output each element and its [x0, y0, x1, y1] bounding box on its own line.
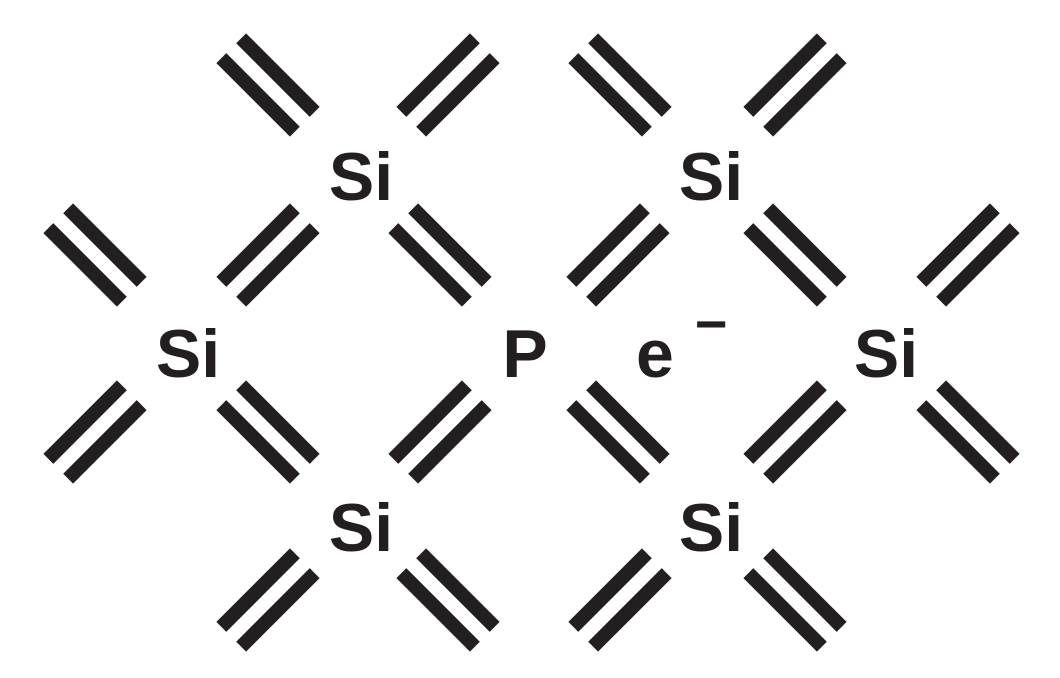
bond-stroke: [763, 53, 847, 137]
bond-stroke: [763, 548, 847, 632]
bond-stroke: [416, 548, 500, 632]
atom-si-mid-right: Si: [854, 316, 918, 392]
free-electron-label: e −: [636, 292, 727, 392]
atom-si-top-left: Si: [329, 139, 393, 215]
atom-si-bottom-left: Si: [329, 490, 393, 566]
atom-si-mid-left: Si: [156, 316, 220, 392]
bond-stroke: [236, 380, 320, 464]
bond-stroke: [416, 53, 500, 137]
bond-stroke: [236, 223, 320, 307]
bond-stroke: [408, 400, 492, 484]
bond-stroke: [586, 223, 670, 307]
bond-stroke: [916, 203, 1000, 287]
bond-stroke: [396, 33, 480, 117]
bond-stroke: [743, 33, 827, 117]
bond-stroke: [936, 380, 1020, 464]
bond-stroke: [63, 203, 147, 287]
bond-stroke: [743, 223, 827, 307]
bond-stroke: [216, 548, 300, 632]
bond-stroke: [566, 203, 650, 287]
bond-stroke: [408, 203, 492, 287]
bond-stroke: [763, 203, 847, 287]
bond-stroke: [43, 223, 127, 307]
bond-stroke: [568, 53, 652, 137]
bond-stroke: [236, 568, 320, 652]
bond-stroke: [588, 568, 672, 652]
bond-stroke: [936, 223, 1020, 307]
bond-stroke: [566, 400, 650, 484]
double-bonds: [43, 33, 1020, 652]
bond-stroke: [743, 568, 827, 652]
bond-stroke: [388, 223, 472, 307]
electron-charge-sign: −: [695, 292, 728, 355]
bond-stroke: [916, 400, 1000, 484]
bond-stroke: [216, 53, 300, 137]
bond-stroke: [586, 380, 670, 464]
bond-stroke: [743, 380, 827, 464]
bond-stroke: [388, 380, 472, 464]
atom-si-top-right: Si: [679, 139, 743, 215]
bond-stroke: [43, 380, 127, 464]
electron-symbol: e: [636, 316, 674, 392]
bond-stroke: [216, 203, 300, 287]
atom-si-bottom-right: Si: [679, 490, 743, 566]
bond-stroke: [763, 400, 847, 484]
bond-stroke: [236, 33, 320, 117]
bond-stroke: [216, 400, 300, 484]
bond-stroke: [588, 33, 672, 117]
bond-stroke: [63, 400, 147, 484]
atom-p-center: P: [502, 316, 547, 392]
bond-stroke: [396, 568, 480, 652]
bond-stroke: [568, 548, 652, 632]
